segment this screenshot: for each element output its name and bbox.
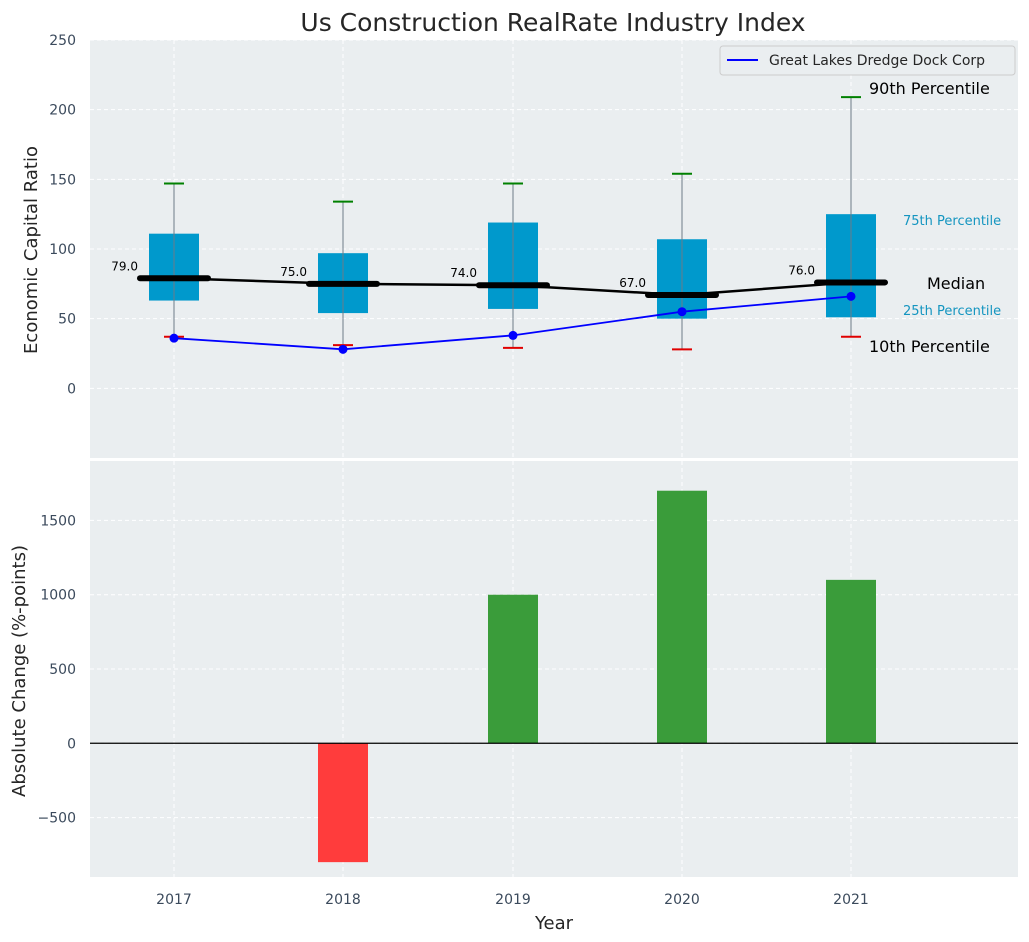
bottom-ytick-500: 500 (49, 662, 76, 678)
xtick-2021: 2021 (833, 892, 869, 908)
annotation-p10: 10th Percentile (869, 337, 990, 356)
company-point-2019 (508, 330, 518, 340)
bottom-ytick-0: 0 (67, 736, 76, 752)
bar-2019 (488, 594, 538, 744)
median-label-2018: 75.0 (280, 265, 307, 279)
bottom-ytick-1500: 1500 (40, 513, 76, 529)
bar-2021 (826, 579, 876, 744)
annotation-p75: 75th Percentile (903, 214, 1001, 229)
median-label-2017: 79.0 (111, 259, 138, 273)
median-label-2020: 67.0 (619, 276, 646, 290)
annotation-median: Median (927, 274, 985, 293)
top-panel: 0 50 100 150 200 250 79.0 75.0 74.0 67.0 76.0 90t… (21, 33, 1018, 458)
annotation-p25: 25th Percentile (903, 304, 1001, 319)
bottom-y-axis-label: Absolute Change (%-points) (9, 545, 30, 797)
bottom-ytick--500: −500 (38, 811, 76, 827)
company-point-2018 (338, 344, 348, 354)
legend: Great Lakes Dredge Dock Corp (719, 45, 1016, 76)
top-grid (90, 39, 1018, 458)
legend-label: Great Lakes Dredge Dock Corp (769, 53, 985, 69)
top-y-axis-label: Economic Capital Ratio (21, 146, 42, 354)
bottom-panel: −500 0 500 1000 1500 Absolute Change (%-poin… (9, 461, 1018, 877)
chart-title: Us Construction RealRate Industry Index (300, 8, 805, 37)
top-ytick-150: 150 (49, 172, 76, 188)
bottom-yticks: −500 0 500 1000 1500 (38, 513, 76, 826)
top-annotations: 90th Percentile 75th Percentile Median 2… (869, 79, 1001, 356)
xtick-2020: 2020 (664, 892, 700, 908)
median-label-2021: 76.0 (788, 263, 815, 277)
top-yticks: 0 50 100 150 200 250 (49, 33, 76, 397)
bar-2018 (318, 743, 368, 863)
xtick-2019: 2019 (495, 892, 531, 908)
median-label-2019: 74.0 (450, 266, 477, 280)
company-point-2020 (677, 307, 687, 317)
top-ytick-100: 100 (49, 242, 76, 258)
top-ytick-0: 0 (67, 381, 76, 397)
top-ytick-200: 200 (49, 103, 76, 119)
company-point-2017 (169, 333, 179, 343)
bottom-ytick-1000: 1000 (40, 588, 76, 604)
bottom-bars (318, 490, 876, 863)
bar-2020 (657, 490, 707, 744)
top-ytick-50: 50 (58, 312, 76, 328)
xtick-2018: 2018 (325, 892, 361, 908)
xtick-2017: 2017 (156, 892, 192, 908)
annotation-p90: 90th Percentile (869, 79, 990, 98)
top-boxes: 79.0 75.0 74.0 67.0 76.0 (111, 96, 888, 354)
x-axis-label: Year (534, 913, 574, 934)
x-ticks: 2017 2018 2019 2020 2021 (156, 892, 869, 908)
legend-box (719, 45, 1016, 76)
top-ytick-250: 250 (49, 33, 76, 49)
company-point-2021 (846, 291, 856, 301)
